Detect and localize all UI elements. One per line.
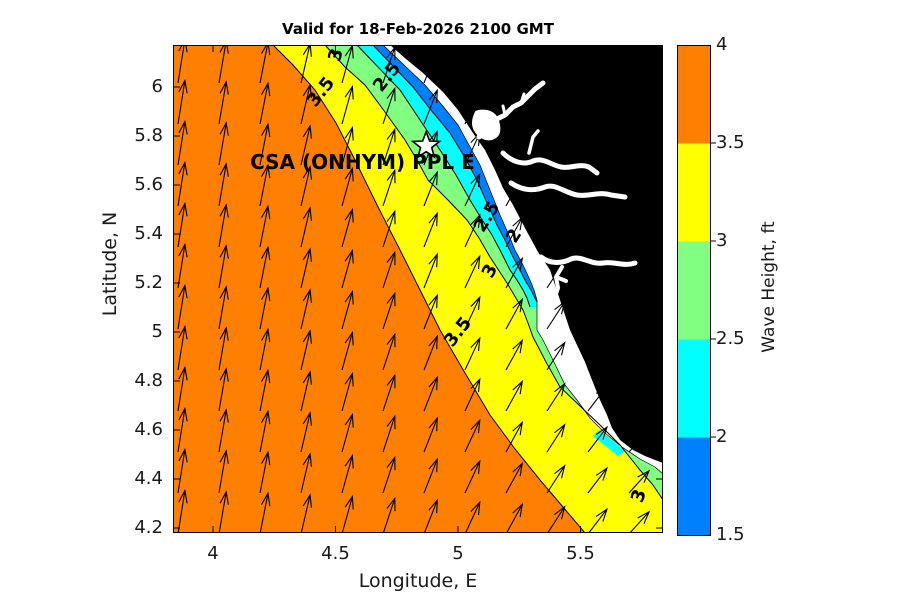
y-tick-label: 4.4	[134, 468, 163, 489]
map-plot	[173, 45, 663, 533]
y-tick-label: 4.2	[134, 517, 163, 538]
colorbar-segment	[677, 437, 711, 536]
y-tick-label: 4.6	[134, 419, 163, 440]
y-tick-label: 4.8	[134, 370, 163, 391]
x-tick-label: 5.5	[566, 543, 595, 564]
colorbar-segment	[677, 339, 711, 438]
colorbar-tick-label: 3	[716, 230, 728, 251]
y-tick-label: 5.8	[134, 125, 163, 146]
x-tick-label: 4.5	[321, 543, 350, 564]
x-axis-label: Longitude, E	[358, 570, 478, 592]
colorbar-label: Wave Height, ft	[759, 221, 779, 353]
colorbar-tick-label: 2	[716, 426, 728, 447]
axis-tick-marks	[173, 45, 663, 533]
estuary-bay	[472, 109, 501, 141]
plot-title: Valid for 18-Feb-2026 2100 GMT	[282, 20, 554, 38]
colorbar-tick-label: 3.5	[716, 132, 745, 153]
colorbar-tick-label: 1.5	[716, 524, 745, 545]
colorbar-tick-label: 4	[716, 34, 728, 55]
cyan-sliver	[593, 430, 625, 456]
rivers-estuaries	[472, 80, 638, 302]
colorbar-segment	[677, 143, 711, 242]
colorbar	[677, 45, 716, 536]
y-tick-label: 5.6	[134, 174, 163, 195]
y-tick-label: 6	[151, 76, 163, 97]
x-tick-label: 4	[207, 543, 219, 564]
colorbar-tick-label: 2.5	[716, 328, 745, 349]
site-label: CSA (ONHYM) PPL E	[250, 149, 475, 174]
x-tick-label: 5	[452, 543, 464, 564]
site-star-marker	[410, 129, 442, 159]
y-tick-label: 5.4	[134, 223, 163, 244]
contour-lines	[272, 45, 663, 533]
y-tick-label: 5	[151, 321, 163, 342]
colorbar-segment	[677, 45, 711, 144]
plot-border	[173, 45, 663, 533]
colorbar-segment	[677, 241, 711, 340]
land	[390, 45, 663, 463]
y-tick-label: 5.2	[134, 272, 163, 293]
